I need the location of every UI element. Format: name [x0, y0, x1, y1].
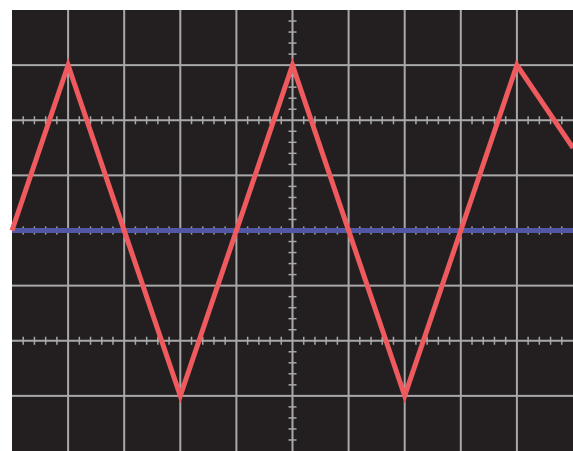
- traces: [9, 57, 573, 404]
